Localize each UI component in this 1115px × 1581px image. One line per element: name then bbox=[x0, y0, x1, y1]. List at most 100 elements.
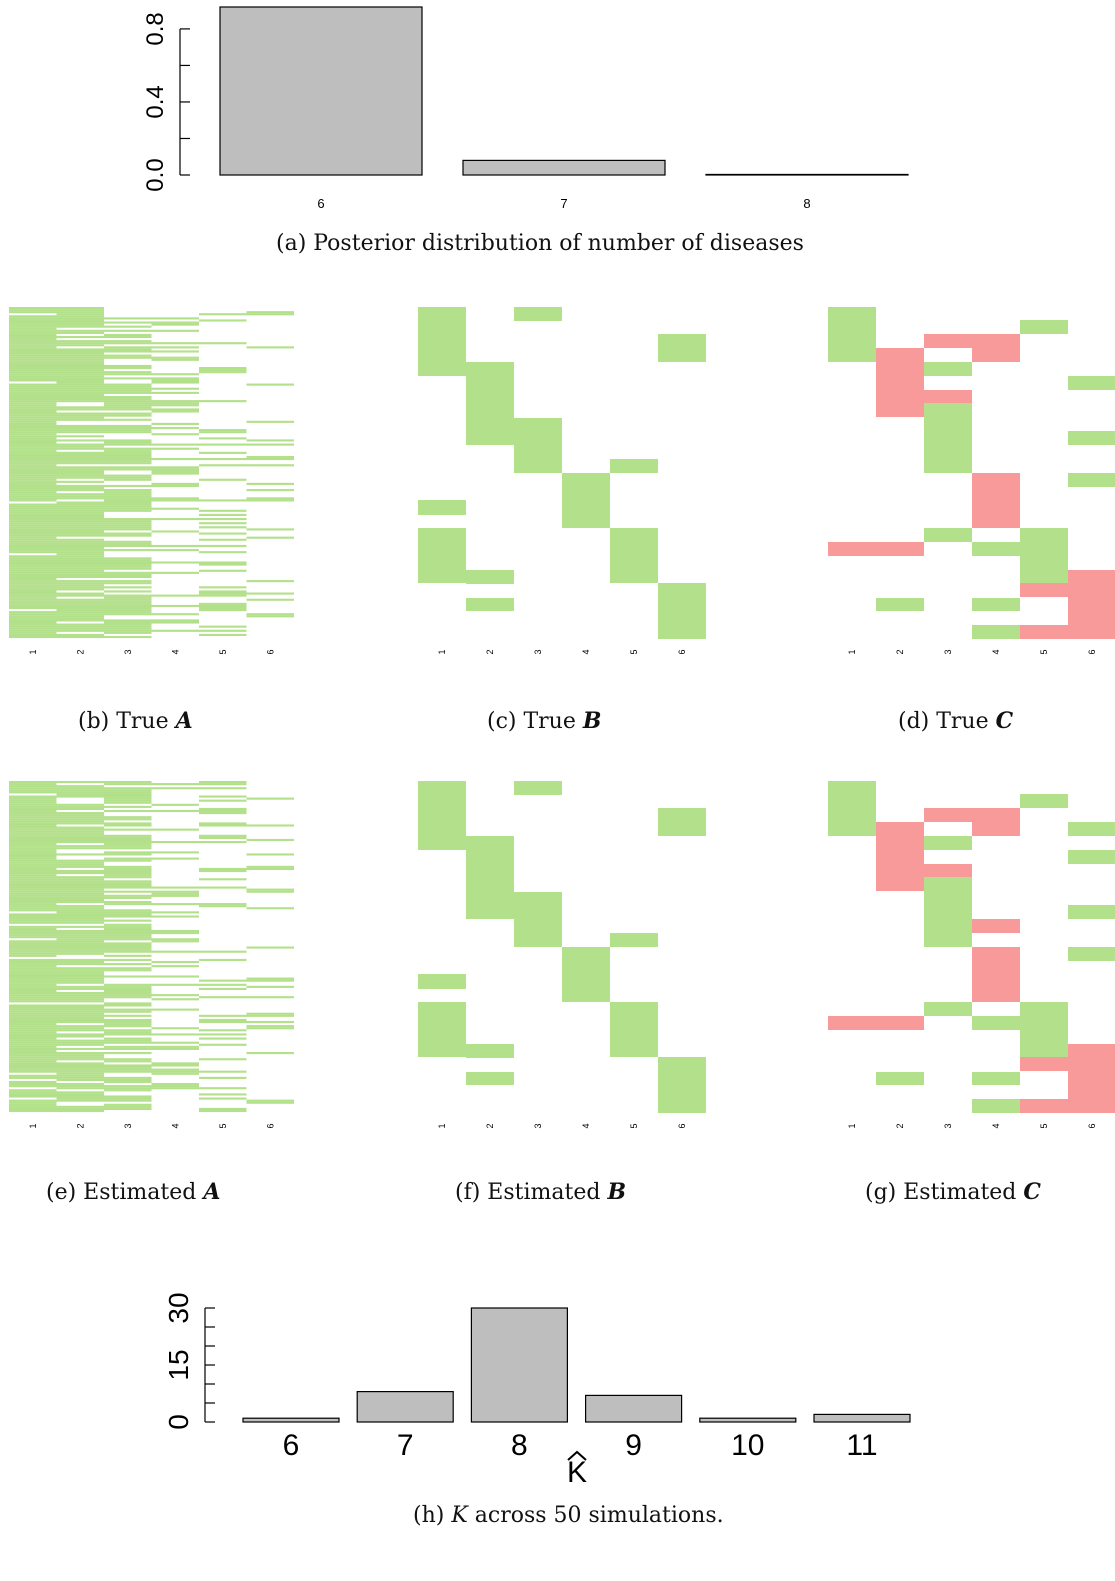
cell-1 bbox=[9, 917, 57, 920]
cell-3 bbox=[104, 453, 152, 456]
cell-1 bbox=[9, 789, 57, 792]
cell-3 bbox=[104, 418, 152, 421]
cell-1 bbox=[9, 309, 57, 312]
cell-5 bbox=[199, 532, 247, 535]
cell-3 bbox=[104, 522, 152, 525]
cell-4 bbox=[151, 571, 199, 574]
cell-1 bbox=[9, 497, 57, 500]
cell-2 bbox=[56, 1078, 104, 1082]
cell-2 bbox=[56, 985, 104, 988]
cell-1 bbox=[9, 435, 57, 438]
cell-1 bbox=[9, 977, 57, 980]
cell-1 bbox=[9, 843, 57, 846]
cell-3 bbox=[104, 909, 152, 912]
cell-6 bbox=[246, 1027, 294, 1030]
cell-2 bbox=[56, 838, 104, 842]
cell-1 bbox=[9, 1058, 57, 1061]
cell-5 bbox=[199, 1058, 247, 1061]
cell-3 bbox=[104, 426, 152, 430]
cell-1 bbox=[9, 932, 57, 935]
cell-1 bbox=[9, 816, 57, 819]
cell-1 bbox=[9, 569, 57, 572]
cell-2 bbox=[56, 633, 104, 636]
column-label-6: 6 bbox=[265, 649, 275, 654]
cell-1 bbox=[9, 905, 57, 908]
cell-1 bbox=[828, 1016, 876, 1030]
cell-1 bbox=[9, 631, 57, 634]
cell-2 bbox=[56, 1109, 104, 1113]
cell-2 bbox=[56, 414, 104, 417]
cell-4 bbox=[151, 379, 199, 382]
cell-1 bbox=[9, 929, 57, 933]
cell-3 bbox=[104, 1045, 152, 1048]
cell-2 bbox=[56, 563, 104, 566]
cell-4 bbox=[151, 1083, 199, 1086]
cell-3 bbox=[104, 557, 152, 560]
cell-6 bbox=[246, 439, 294, 442]
column-label-3: 3 bbox=[533, 649, 543, 654]
ytick-label: 30 bbox=[163, 1292, 194, 1323]
cell-2 bbox=[56, 1033, 104, 1036]
cell-1 bbox=[9, 524, 57, 527]
cell-2 bbox=[56, 468, 104, 471]
cell-3 bbox=[104, 1020, 152, 1024]
cell-3 bbox=[104, 484, 152, 488]
cell-3 bbox=[104, 919, 152, 922]
cell-3 bbox=[104, 869, 152, 873]
cell-3 bbox=[104, 611, 152, 614]
cell-6 bbox=[1068, 947, 1115, 961]
cell-1 bbox=[9, 338, 57, 341]
cell-4 bbox=[151, 466, 199, 469]
cell-4 bbox=[151, 851, 199, 854]
cell-3 bbox=[104, 787, 152, 790]
cell-3 bbox=[924, 1002, 972, 1016]
cell-3 bbox=[104, 1047, 152, 1050]
cell-3 bbox=[104, 809, 152, 813]
cell-3 bbox=[104, 559, 152, 562]
cell-4 bbox=[972, 919, 1020, 933]
cell-2 bbox=[56, 942, 104, 945]
cell-3 bbox=[104, 329, 152, 332]
ytick-label: 0.8 bbox=[142, 12, 169, 45]
cell-3 bbox=[104, 350, 152, 353]
cell-1 bbox=[9, 925, 57, 928]
cell-5 bbox=[199, 950, 247, 953]
cell-1 bbox=[9, 896, 57, 899]
cell-1 bbox=[9, 317, 57, 320]
cell-2 bbox=[56, 1093, 104, 1096]
cell-3 bbox=[104, 491, 152, 494]
cell-2 bbox=[56, 1074, 104, 1077]
cell-2 bbox=[56, 1076, 104, 1079]
cell-1 bbox=[9, 801, 57, 804]
cell-4 bbox=[151, 894, 199, 897]
column-label-1: 1 bbox=[847, 1123, 857, 1128]
cell-2 bbox=[56, 1043, 104, 1046]
cell-1 bbox=[9, 797, 57, 800]
cell-2 bbox=[56, 307, 104, 310]
cell-1 bbox=[9, 1091, 57, 1094]
cell-5 bbox=[199, 996, 247, 999]
cell-3 bbox=[104, 985, 152, 988]
cell-1 bbox=[9, 814, 57, 817]
column-label-2: 2 bbox=[485, 649, 495, 654]
cell-5 bbox=[199, 1107, 247, 1110]
cell-5 bbox=[199, 824, 247, 827]
cell-1 bbox=[9, 967, 57, 970]
cell-3 bbox=[104, 325, 152, 328]
cell-2 bbox=[56, 445, 104, 448]
cell-4 bbox=[151, 377, 199, 380]
cell-1 bbox=[9, 441, 57, 444]
cell-3 bbox=[104, 431, 152, 434]
cell-1 bbox=[9, 992, 57, 995]
cell-2 bbox=[56, 381, 104, 384]
cell-1 bbox=[9, 573, 57, 576]
cell-1 bbox=[9, 1035, 57, 1038]
cell-2 bbox=[56, 439, 104, 442]
chart-a: 6 7 8 0.0 0.4 0.8 bbox=[142, 6, 909, 211]
cell-2 bbox=[56, 623, 104, 626]
caption-e-symbol: A bbox=[203, 1179, 221, 1205]
cell-4 bbox=[151, 402, 199, 405]
cell-1 bbox=[9, 366, 57, 370]
xtick-label-8: 8 bbox=[511, 1429, 528, 1462]
cell-1 bbox=[9, 869, 57, 873]
